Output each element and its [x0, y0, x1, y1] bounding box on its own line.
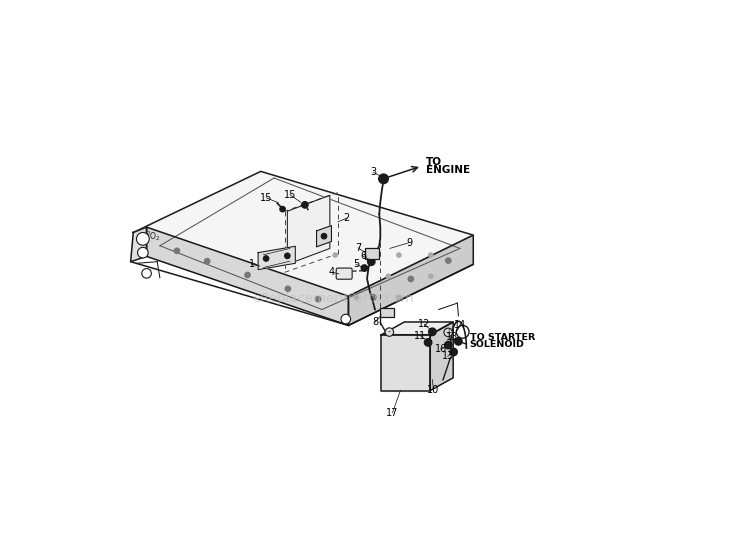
Text: ENGINE: ENGINE: [426, 166, 470, 175]
Text: 15: 15: [260, 193, 273, 203]
Text: $^2$O$_2$: $^2$O$_2$: [146, 229, 160, 243]
Text: eReplacementParts.com: eReplacementParts.com: [252, 293, 413, 305]
Circle shape: [205, 258, 210, 264]
Polygon shape: [134, 171, 473, 296]
Circle shape: [385, 328, 394, 336]
Text: 5: 5: [352, 260, 359, 269]
Circle shape: [397, 295, 401, 300]
Circle shape: [365, 253, 369, 257]
Text: 11: 11: [414, 331, 426, 341]
Text: 9: 9: [406, 238, 412, 248]
Text: 13: 13: [446, 332, 458, 342]
Circle shape: [450, 348, 458, 356]
Circle shape: [445, 341, 452, 349]
Polygon shape: [381, 335, 430, 390]
Circle shape: [370, 295, 376, 300]
Circle shape: [302, 202, 308, 208]
Circle shape: [263, 256, 268, 261]
Circle shape: [142, 269, 152, 278]
Circle shape: [454, 337, 462, 345]
Circle shape: [397, 253, 401, 257]
Text: 17: 17: [386, 407, 399, 418]
Polygon shape: [258, 246, 296, 270]
Text: 14: 14: [454, 320, 466, 331]
Text: 3: 3: [370, 168, 376, 177]
Circle shape: [429, 253, 433, 257]
Text: 4: 4: [329, 268, 335, 277]
Circle shape: [424, 339, 432, 346]
Text: 1: 1: [249, 260, 255, 269]
Circle shape: [174, 248, 179, 254]
Text: TO STARTER: TO STARTER: [470, 333, 535, 342]
Circle shape: [333, 253, 338, 257]
Circle shape: [386, 274, 391, 278]
Circle shape: [408, 276, 413, 281]
Text: 16: 16: [435, 344, 447, 355]
Circle shape: [444, 328, 452, 336]
Circle shape: [362, 265, 368, 271]
Bar: [365, 248, 380, 259]
Polygon shape: [430, 322, 453, 390]
Text: SOLENOID: SOLENOID: [470, 340, 524, 349]
Text: 12: 12: [419, 319, 430, 329]
Circle shape: [285, 253, 290, 258]
Circle shape: [354, 295, 358, 300]
Text: 15: 15: [284, 190, 296, 200]
Circle shape: [429, 274, 433, 278]
Circle shape: [136, 232, 149, 245]
Circle shape: [285, 286, 290, 292]
Circle shape: [446, 258, 451, 263]
Text: 8: 8: [372, 317, 378, 327]
Text: 13: 13: [442, 351, 454, 361]
Circle shape: [316, 296, 321, 302]
Bar: [380, 308, 394, 318]
Polygon shape: [146, 227, 349, 325]
Text: 2: 2: [344, 213, 350, 223]
Text: +: +: [445, 328, 452, 337]
Circle shape: [137, 247, 148, 258]
Text: TO: TO: [426, 157, 442, 167]
Circle shape: [344, 274, 348, 278]
Text: -: -: [388, 327, 391, 336]
Polygon shape: [316, 225, 332, 247]
Text: 7: 7: [355, 243, 362, 253]
Circle shape: [321, 233, 327, 239]
Text: 10: 10: [427, 385, 439, 395]
Circle shape: [429, 328, 436, 335]
Circle shape: [244, 272, 250, 278]
FancyBboxPatch shape: [336, 268, 352, 279]
Circle shape: [456, 325, 469, 338]
Polygon shape: [349, 235, 473, 325]
Circle shape: [280, 207, 285, 212]
Circle shape: [379, 174, 388, 184]
Polygon shape: [287, 195, 330, 264]
Polygon shape: [381, 322, 453, 335]
Text: 6: 6: [360, 252, 367, 261]
Circle shape: [341, 315, 350, 324]
Polygon shape: [130, 227, 146, 262]
Circle shape: [368, 258, 375, 265]
